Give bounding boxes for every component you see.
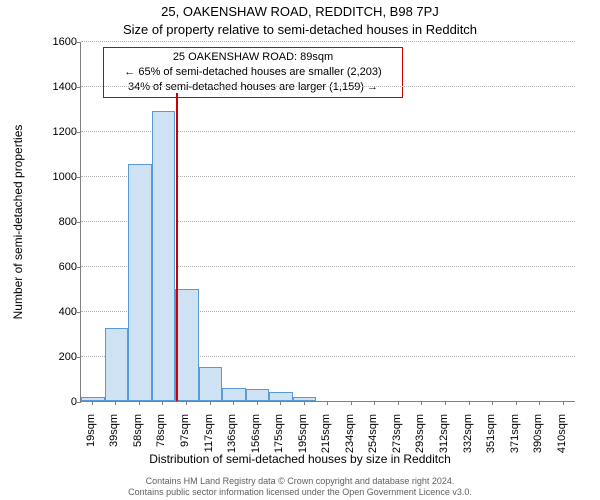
x-tick-mark xyxy=(210,401,211,405)
x-tick-label: 78sqm xyxy=(155,414,167,462)
y-tick-label: 1400 xyxy=(37,81,77,93)
x-tick-label: 58sqm xyxy=(132,414,144,462)
y-tick-label: 200 xyxy=(37,351,77,363)
x-tick-mark xyxy=(421,401,422,405)
x-tick-mark xyxy=(115,401,116,405)
histogram-bar xyxy=(152,111,176,401)
y-tick-mark xyxy=(77,132,81,133)
x-tick-label: 312sqm xyxy=(438,414,450,462)
x-tick-mark xyxy=(374,401,375,405)
x-tick-label: 97sqm xyxy=(179,414,191,462)
x-tick-mark xyxy=(469,401,470,405)
y-tick-mark xyxy=(77,402,81,403)
y-tick-label: 1600 xyxy=(37,36,77,48)
histogram-bar xyxy=(105,328,129,401)
annotation-line-2: ← 65% of semi-detached houses are smalle… xyxy=(108,65,398,80)
y-tick-label: 1200 xyxy=(37,126,77,138)
y-tick-label: 400 xyxy=(37,306,77,318)
x-tick-label: 39sqm xyxy=(108,414,120,462)
x-tick-mark xyxy=(539,401,540,405)
y-tick-mark xyxy=(77,42,81,43)
annotation-line-1: 25 OAKENSHAW ROAD: 89sqm xyxy=(108,50,398,65)
footer-attribution: Contains HM Land Registry data © Crown c… xyxy=(0,476,600,498)
histogram-bar xyxy=(175,289,199,402)
y-tick-mark xyxy=(77,267,81,268)
property-marker-line xyxy=(176,93,178,401)
x-tick-mark xyxy=(162,401,163,405)
histogram-bar xyxy=(199,367,223,401)
gridline xyxy=(81,41,575,42)
x-tick-label: 351sqm xyxy=(485,414,497,462)
x-tick-mark xyxy=(139,401,140,405)
x-tick-mark xyxy=(257,401,258,405)
x-tick-mark xyxy=(92,401,93,405)
y-tick-label: 0 xyxy=(37,396,77,408)
page-title-main: 25, OAKENSHAW ROAD, REDDITCH, B98 7PJ xyxy=(0,4,600,19)
x-tick-label: 215sqm xyxy=(320,414,332,462)
y-axis-label: Number of semi-detached properties xyxy=(11,125,25,320)
x-tick-mark xyxy=(280,401,281,405)
y-tick-mark xyxy=(77,222,81,223)
x-tick-label: 117sqm xyxy=(203,414,215,462)
x-tick-mark xyxy=(492,401,493,405)
annotation-box: 25 OAKENSHAW ROAD: 89sqm ← 65% of semi-d… xyxy=(103,47,403,98)
x-tick-label: 371sqm xyxy=(509,414,521,462)
gridline xyxy=(81,86,575,87)
x-tick-mark xyxy=(186,401,187,405)
page-title-sub: Size of property relative to semi-detach… xyxy=(0,22,600,37)
histogram-bar xyxy=(269,392,293,401)
x-tick-mark xyxy=(445,401,446,405)
x-tick-mark xyxy=(516,401,517,405)
y-tick-mark xyxy=(77,357,81,358)
x-tick-label: 195sqm xyxy=(297,414,309,462)
y-tick-label: 1000 xyxy=(37,171,77,183)
y-tick-label: 800 xyxy=(37,216,77,228)
x-tick-mark xyxy=(233,401,234,405)
x-tick-label: 390sqm xyxy=(532,414,544,462)
x-tick-mark xyxy=(351,401,352,405)
x-tick-label: 136sqm xyxy=(226,414,238,462)
x-tick-label: 254sqm xyxy=(367,414,379,462)
x-tick-mark xyxy=(398,401,399,405)
x-tick-label: 293sqm xyxy=(414,414,426,462)
y-tick-mark xyxy=(77,177,81,178)
histogram-plot: 25 OAKENSHAW ROAD: 89sqm ← 65% of semi-d… xyxy=(80,42,575,402)
x-tick-mark xyxy=(563,401,564,405)
histogram-bar xyxy=(222,388,246,402)
y-tick-mark xyxy=(77,312,81,313)
x-tick-mark xyxy=(327,401,328,405)
x-tick-label: 175sqm xyxy=(273,414,285,462)
histogram-bar xyxy=(246,389,270,401)
x-tick-label: 234sqm xyxy=(344,414,356,462)
x-tick-label: 156sqm xyxy=(250,414,262,462)
footer-line-1: Contains HM Land Registry data © Crown c… xyxy=(0,476,600,487)
y-tick-mark xyxy=(77,87,81,88)
x-tick-mark xyxy=(304,401,305,405)
footer-line-2: Contains public sector information licen… xyxy=(0,487,600,498)
x-tick-label: 273sqm xyxy=(391,414,403,462)
x-tick-label: 19sqm xyxy=(85,414,97,462)
x-tick-label: 410sqm xyxy=(556,414,568,462)
histogram-bar xyxy=(128,164,152,401)
x-tick-label: 332sqm xyxy=(462,414,474,462)
y-tick-label: 600 xyxy=(37,261,77,273)
annotation-line-3: 34% of semi-detached houses are larger (… xyxy=(108,80,398,95)
